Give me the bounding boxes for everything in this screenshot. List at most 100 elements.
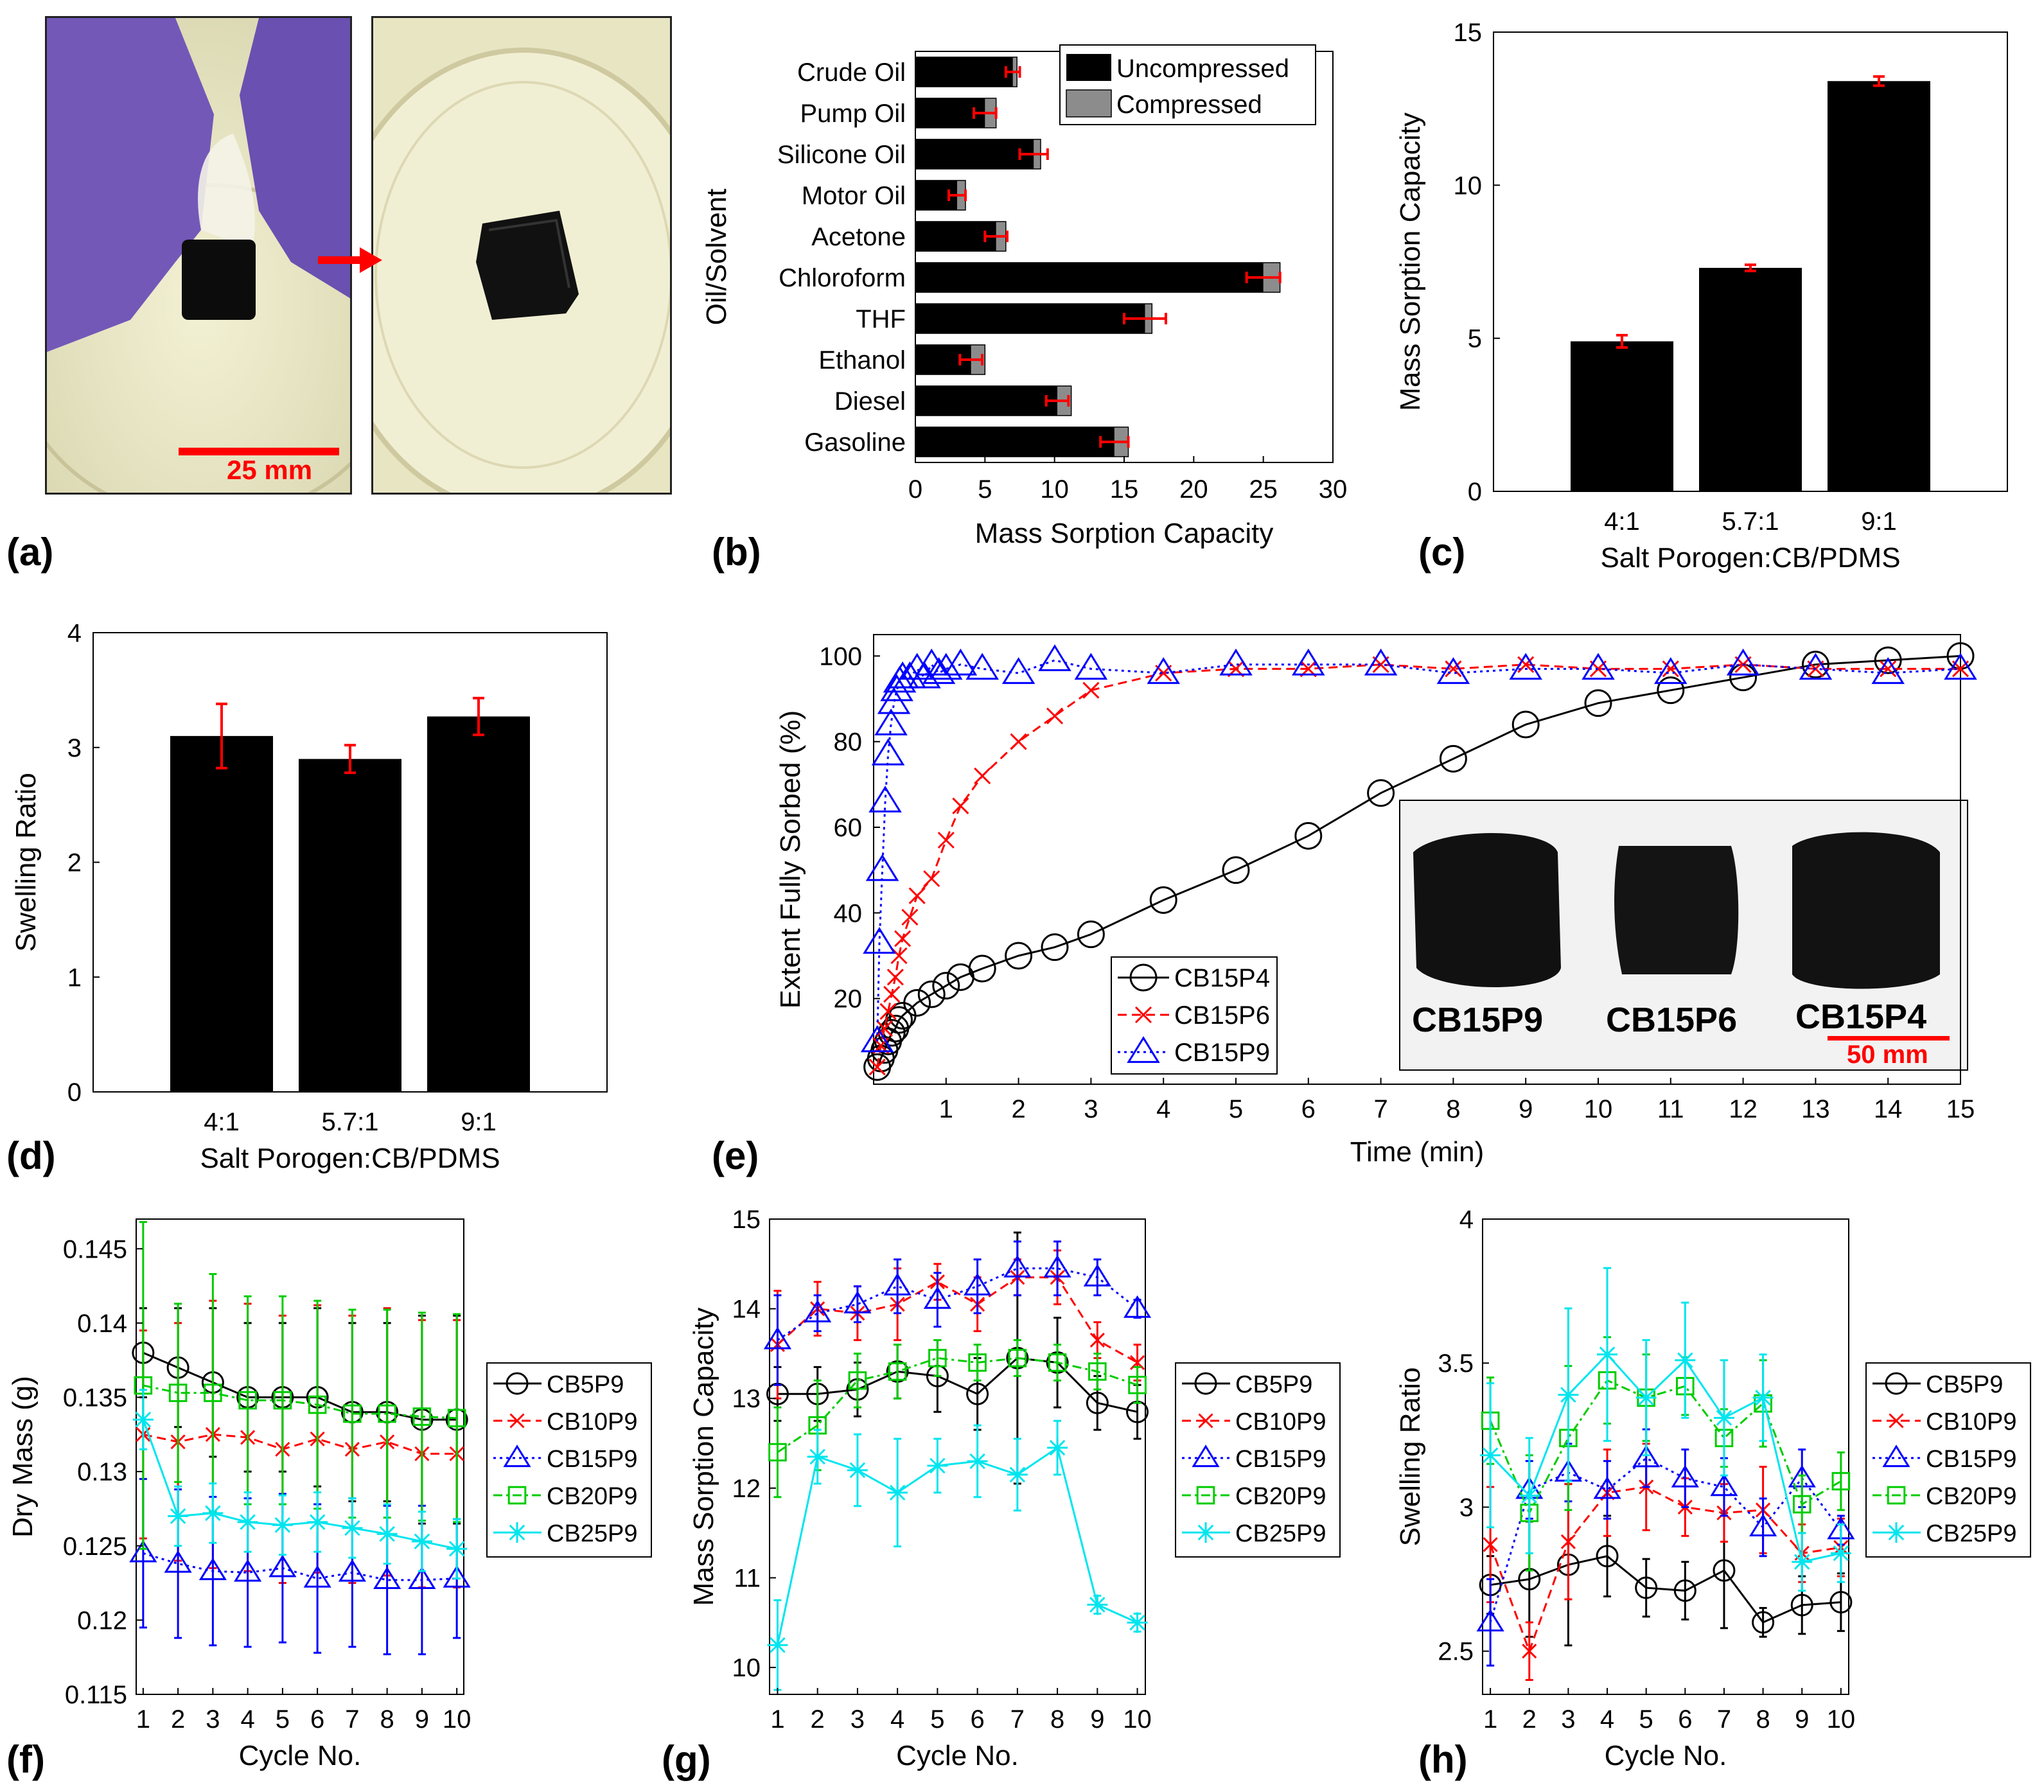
legend-b-label-0: Uncompressed (1116, 55, 1289, 83)
xtick-label-f-9: 10 (443, 1705, 471, 1734)
inset-samples (1400, 801, 1967, 1069)
xtick-label-f-0: 1 (136, 1705, 150, 1734)
marker-e-2-2 (865, 854, 899, 881)
marker-h-2-0 (1476, 1609, 1504, 1631)
marker-g-4-5 (967, 1450, 988, 1471)
xlabel-b: Mass Sorption Capacity (975, 518, 1274, 549)
marker-f-4-1 (168, 1506, 189, 1527)
marker-h-1-0 (1483, 1537, 1498, 1552)
xtick-label-f-4: 5 (276, 1705, 290, 1734)
marker-e-2-19 (1038, 644, 1071, 671)
xtick-label-b-4: 20 (1179, 475, 1208, 504)
series-line-h-1 (1489, 1486, 1842, 1655)
marker-f-3-6 (343, 1404, 362, 1423)
legend-f-label-1: CB10P9 (547, 1409, 638, 1436)
marker-f-4-3 (237, 1511, 258, 1533)
marker-f-3-8 (412, 1407, 432, 1426)
legend-f-label-2: CB15P9 (547, 1446, 638, 1473)
marker-e-2-24 (1364, 648, 1398, 676)
marker-h-3-8 (1792, 1495, 1811, 1514)
xlabel-c: Salt Porogen:CB/PDMS (1600, 542, 1900, 574)
bar-uncompressed-9 (915, 426, 1115, 457)
ylabel-d: Swelling Ratio (10, 773, 42, 952)
marker-h-4-2 (1558, 1384, 1579, 1405)
marker-e-1-3 (879, 1003, 897, 1020)
marker-e-2-18 (1001, 657, 1035, 684)
inset-photo-e: CB15P9 CB15P6 CB15P4 50 mm (1399, 800, 1968, 1071)
xtick-label-e-13: 14 (1874, 1095, 1903, 1123)
ytick-label-c-1: 5 (1468, 325, 1482, 353)
xtick-label-b-0: 0 (908, 475, 922, 504)
bar-d-1 (299, 759, 401, 1092)
marker-e-2-20 (1074, 653, 1108, 680)
xtick-label-e-5: 6 (1301, 1095, 1316, 1123)
xtick-label-c-0: 4:1 (1604, 507, 1640, 536)
ytick-label-g-2: 12 (732, 1475, 761, 1503)
ytick-label-f-1: 0.12 (77, 1606, 127, 1635)
xtick-label-h-7: 8 (1756, 1705, 1770, 1734)
marker-g-4-8 (1087, 1594, 1108, 1615)
ytick-label-b-7: Ethanol (818, 346, 906, 374)
marker-e-1-12 (952, 797, 969, 814)
marker-e-2-14 (922, 657, 956, 684)
ytick-label-b-6: THF (856, 305, 906, 333)
xtick-label-f-1: 2 (171, 1705, 185, 1734)
legend-b-label-1: Compressed (1116, 91, 1262, 119)
marker-f-3-3 (238, 1391, 257, 1410)
ytick-label-c-2: 10 (1454, 171, 1483, 200)
legend-g-marker-3 (1196, 1486, 1215, 1505)
xtick-label-e-7: 8 (1446, 1095, 1460, 1123)
marker-e-0-22 (1584, 689, 1612, 717)
legend-g-label-2: CB15P9 (1235, 1446, 1326, 1473)
marker-f-2-7 (373, 1567, 401, 1590)
legend-g-label-4: CB25P9 (1235, 1520, 1326, 1547)
ytick-label-e-4: 100 (819, 642, 862, 671)
ytick-label-b-1: Pump Oil (800, 100, 906, 128)
transfer-arrow (318, 247, 382, 273)
ytick-label-h-3: 4 (1459, 1206, 1474, 1234)
marker-e-1-7 (894, 930, 912, 947)
ytick-label-f-3: 0.13 (77, 1458, 127, 1486)
marker-e-2-27 (1581, 653, 1615, 680)
legend-g-marker-4 (1195, 1522, 1216, 1543)
marker-h-2-4 (1632, 1445, 1661, 1468)
marker-g-4-7 (1047, 1437, 1068, 1459)
xlabel-h: Cycle No. (1605, 1740, 1727, 1771)
bar-c-1 (1699, 268, 1802, 491)
series-line-g-2 (777, 1267, 1138, 1341)
marker-f-4-8 (411, 1531, 432, 1552)
marker-h-4-6 (1713, 1407, 1734, 1428)
marker-g-3-5 (968, 1353, 987, 1372)
marker-e-1-13 (974, 767, 991, 785)
marker-h-4-0 (1480, 1445, 1501, 1466)
legend-h-label-3: CB20P9 (1926, 1483, 2017, 1510)
marker-e-0-13 (1005, 942, 1033, 970)
marker-h-0-8 (1790, 1594, 1813, 1617)
marker-e-0-19 (1367, 779, 1395, 807)
xtick-label-g-1: 2 (811, 1705, 825, 1734)
inset-label-2: CB15P6 (1606, 1001, 1738, 1039)
xtick-label-h-8: 9 (1795, 1705, 1809, 1734)
series-line-e-2 (876, 659, 1961, 1042)
marker-h-2-3 (1593, 1476, 1621, 1499)
ytick-label-h-1: 3 (1459, 1493, 1474, 1522)
xtick-label-e-10: 11 (1657, 1095, 1684, 1123)
inset-label-3: CB15P4 (1795, 997, 1927, 1036)
legend-f-label-3: CB20P9 (547, 1483, 638, 1510)
xtick-label-c-1: 5.7:1 (1722, 507, 1779, 536)
panel-label-b: (b) (712, 531, 761, 574)
xtick-label-e-2: 3 (1084, 1095, 1098, 1123)
marker-e-2-22 (1219, 648, 1253, 676)
legend-b-swatch-1 (1066, 89, 1112, 118)
legend-f-label-0: CB5P9 (547, 1371, 624, 1398)
marker-f-3-2 (204, 1384, 222, 1402)
ytick-label-f-4: 0.135 (63, 1384, 127, 1412)
legend-h-marker-2 (1882, 1445, 1910, 1468)
panel-label-f: (f) (6, 1738, 45, 1781)
marker-g-4-6 (1007, 1464, 1028, 1485)
ytick-label-e-0: 20 (834, 985, 863, 1014)
ytick-label-f-6: 0.145 (63, 1235, 127, 1263)
ytick-label-b-4: Acetone (811, 223, 906, 251)
marker-e-0-21 (1511, 710, 1540, 739)
marker-f-3-7 (378, 1404, 396, 1423)
